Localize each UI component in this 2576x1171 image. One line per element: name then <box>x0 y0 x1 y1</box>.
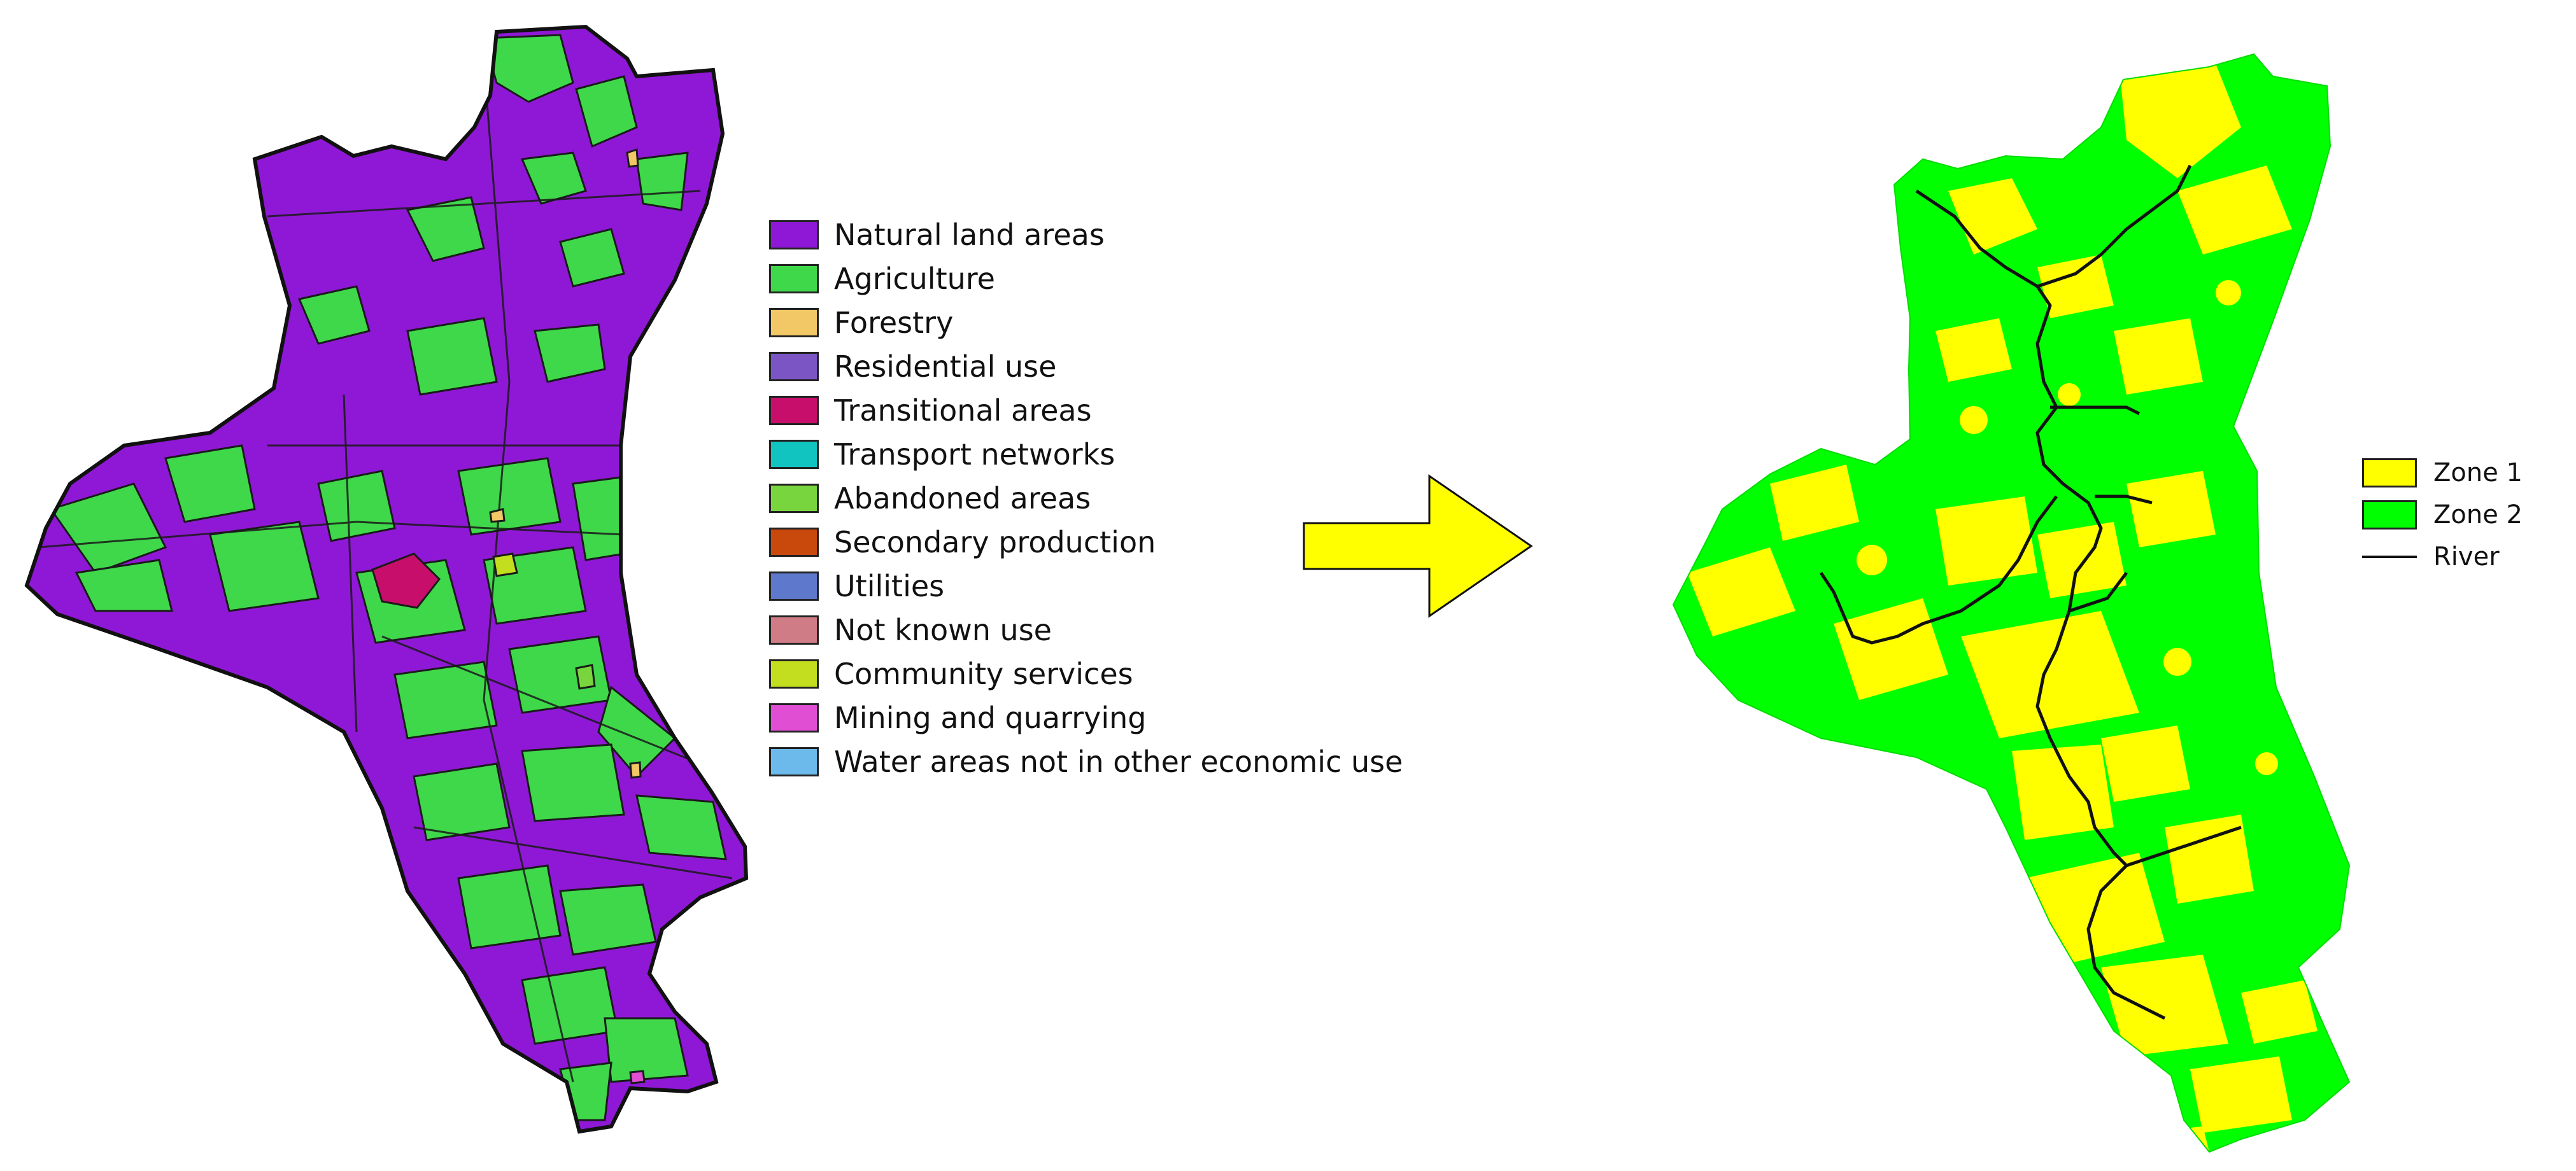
zone-legend: Zone 1 Zone 2 River <box>2362 458 2576 586</box>
legend-swatch <box>769 484 819 513</box>
tributary-west <box>1819 495 2058 645</box>
legend-swatch <box>769 440 819 469</box>
legend-swatch <box>769 528 819 557</box>
legend-label: Community services <box>834 657 1133 691</box>
forestry-patch-3 <box>629 761 642 779</box>
legend-swatch <box>769 308 819 337</box>
legend-river-line <box>2362 556 2417 558</box>
legend-item: Water areas not in other economic use <box>769 745 1403 779</box>
legend-zone2-label: Zone 2 <box>2433 500 2523 529</box>
legend-river-label: River <box>2433 542 2500 571</box>
legend-item: Forestry <box>769 305 953 340</box>
legend-item: Transitional areas <box>769 393 1092 428</box>
tributary-east-2 <box>2095 494 2153 505</box>
legend-item: Natural land areas <box>769 218 1105 252</box>
legend-label: Residential use <box>834 349 1057 384</box>
legend-label: Utilities <box>834 569 945 603</box>
land-use-map <box>24 24 749 1134</box>
main-river <box>1915 189 2166 1020</box>
tributary-southeast <box>2126 825 2242 867</box>
legend-item: Agriculture <box>769 262 995 296</box>
legend-zone2: Zone 2 <box>2362 500 2523 529</box>
legend-zone1-label: Zone 1 <box>2433 458 2523 487</box>
abandoned-area-patch <box>575 664 596 690</box>
small-land-use-patches <box>371 148 646 1084</box>
legend-river: River <box>2362 542 2500 571</box>
tributary-middle <box>2069 571 2128 613</box>
legend-swatch <box>769 747 819 776</box>
legend-label: Water areas not in other economic use <box>834 745 1403 779</box>
legend-label: Forestry <box>834 305 954 340</box>
legend-zone1: Zone 1 <box>2362 458 2523 487</box>
legend-label: Mining and quarrying <box>834 701 1147 735</box>
legend-item: Abandoned areas <box>769 481 1091 515</box>
legend-item: Community services <box>769 657 1133 691</box>
legend-swatch <box>769 571 819 601</box>
legend-label: Transitional areas <box>834 393 1092 428</box>
transitional-area-patch <box>371 552 441 609</box>
zone-map <box>1672 53 2351 1153</box>
legend-zone1-swatch <box>2362 458 2417 487</box>
legend-label: Natural land areas <box>834 218 1105 252</box>
tributary-north <box>2037 164 2192 288</box>
legend-item: Residential use <box>769 349 1056 384</box>
land-use-map-outline <box>24 24 749 1134</box>
community-services-patch <box>492 552 518 577</box>
river-network <box>1819 164 2242 1020</box>
legend-item: Not known use <box>769 613 1052 647</box>
mining-patch <box>629 1070 646 1084</box>
legend-swatch <box>769 352 819 381</box>
legend-swatch <box>769 659 819 689</box>
legend-item: Secondary production <box>769 525 1156 559</box>
land-use-legend: Natural land areas Agriculture Forestry Res… <box>769 218 1406 784</box>
legend-label: Transport networks <box>834 437 1115 472</box>
legend-zone2-swatch <box>2362 500 2417 529</box>
legend-label: Abandoned areas <box>834 481 1091 515</box>
zone1-specks <box>1857 280 2278 1044</box>
legend-item: Utilities <box>769 569 944 603</box>
legend-swatch <box>769 264 819 293</box>
legend-swatch <box>769 615 819 645</box>
legend-swatch <box>769 220 819 249</box>
zone1-patches <box>1687 64 2318 1152</box>
legend-item: Transport networks <box>769 437 1115 472</box>
right-arrow <box>1303 474 1533 618</box>
legend-item: Mining and quarrying <box>769 701 1146 735</box>
tributary-east-1 <box>2050 405 2141 416</box>
legend-label: Agriculture <box>834 262 995 296</box>
legend-label: Not known use <box>834 613 1052 647</box>
zone-map-outline <box>1672 53 2351 1153</box>
legend-swatch <box>769 703 819 733</box>
forestry-patch-2 <box>489 508 506 523</box>
legend-label: Secondary production <box>834 525 1156 559</box>
forestry-patch-1 <box>626 148 639 168</box>
legend-swatch <box>769 396 819 425</box>
parcel-boundaries <box>38 63 733 1083</box>
